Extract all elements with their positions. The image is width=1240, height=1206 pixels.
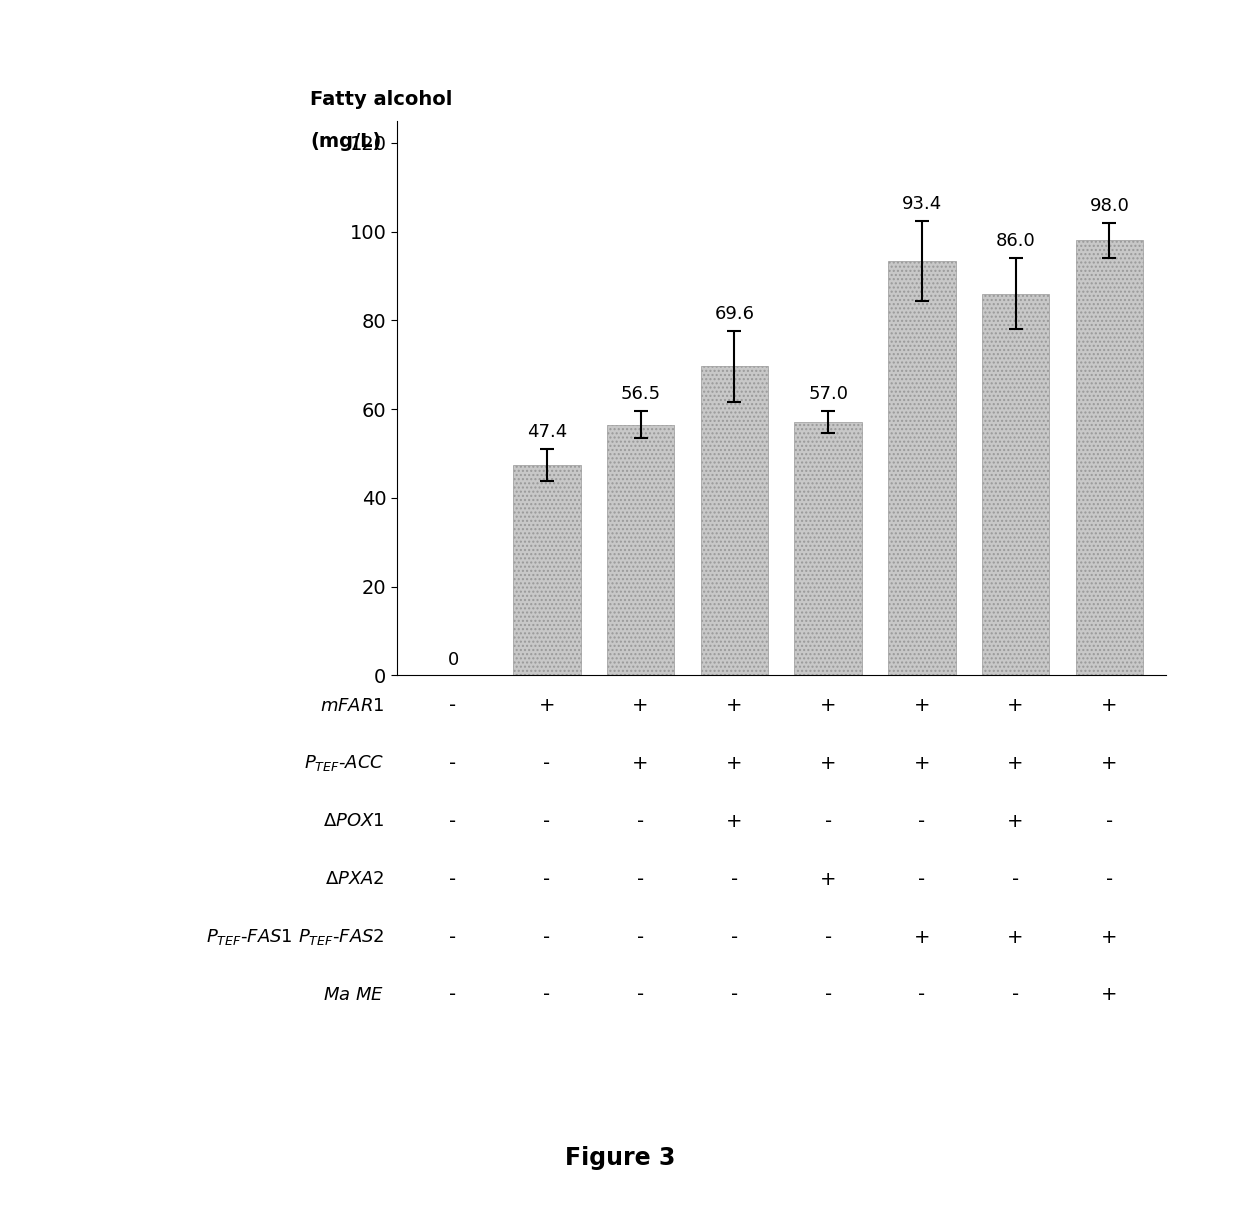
Bar bbox=[1075, 240, 1143, 675]
Text: 57.0: 57.0 bbox=[808, 385, 848, 403]
Text: Fatty alcohol: Fatty alcohol bbox=[310, 89, 453, 109]
Text: $\it{Ma}$ $\it{ME}$: $\it{Ma}$ $\it{ME}$ bbox=[324, 987, 384, 1003]
Text: -: - bbox=[449, 870, 456, 889]
Text: +: + bbox=[1101, 696, 1117, 715]
Text: +: + bbox=[538, 696, 556, 715]
Text: -: - bbox=[543, 927, 551, 947]
Text: 47.4: 47.4 bbox=[527, 423, 567, 441]
Text: -: - bbox=[1106, 812, 1114, 831]
Bar bbox=[795, 422, 862, 675]
Text: +: + bbox=[1101, 985, 1117, 1005]
Text: 56.5: 56.5 bbox=[620, 385, 661, 403]
Text: -: - bbox=[825, 812, 832, 831]
Text: -: - bbox=[543, 812, 551, 831]
Text: +: + bbox=[727, 754, 743, 773]
Text: +: + bbox=[820, 754, 836, 773]
Text: +: + bbox=[632, 696, 649, 715]
Text: -: - bbox=[449, 754, 456, 773]
Bar bbox=[606, 425, 675, 675]
Text: -: - bbox=[919, 870, 925, 889]
Text: -: - bbox=[637, 927, 644, 947]
Bar bbox=[888, 260, 956, 675]
Text: -: - bbox=[919, 812, 925, 831]
Bar bbox=[701, 367, 768, 675]
Text: +: + bbox=[1007, 696, 1024, 715]
Text: +: + bbox=[820, 696, 836, 715]
Text: -: - bbox=[637, 985, 644, 1005]
Text: Figure 3: Figure 3 bbox=[564, 1146, 676, 1170]
Text: -: - bbox=[919, 985, 925, 1005]
Text: -: - bbox=[543, 985, 551, 1005]
Text: -: - bbox=[637, 812, 644, 831]
Text: 86.0: 86.0 bbox=[996, 233, 1035, 250]
Text: 69.6: 69.6 bbox=[714, 305, 754, 323]
Text: $\Delta\it{PXA2}$: $\Delta\it{PXA2}$ bbox=[325, 871, 384, 888]
Text: +: + bbox=[914, 927, 930, 947]
Text: 93.4: 93.4 bbox=[901, 195, 942, 213]
Text: -: - bbox=[1012, 985, 1019, 1005]
Text: $P_{\it{TEF}}$-$\it{ACC}$: $P_{\it{TEF}}$-$\it{ACC}$ bbox=[304, 754, 384, 773]
Text: -: - bbox=[449, 696, 456, 715]
Bar bbox=[982, 294, 1049, 675]
Text: -: - bbox=[449, 812, 456, 831]
Text: +: + bbox=[1007, 812, 1024, 831]
Bar bbox=[513, 466, 580, 675]
Text: -: - bbox=[449, 927, 456, 947]
Text: +: + bbox=[727, 812, 743, 831]
Text: $P_{\it{TEF}}$-$\it{FAS1}$ $P_{\it{TEF}}$-$\it{FAS2}$: $P_{\it{TEF}}$-$\it{FAS1}$ $P_{\it{TEF}}… bbox=[206, 927, 384, 947]
Text: $\Delta\it{POX1}$: $\Delta\it{POX1}$ bbox=[322, 813, 384, 830]
Text: +: + bbox=[914, 754, 930, 773]
Text: -: - bbox=[730, 927, 738, 947]
Text: -: - bbox=[825, 985, 832, 1005]
Text: -: - bbox=[730, 870, 738, 889]
Text: -: - bbox=[1106, 870, 1114, 889]
Text: +: + bbox=[914, 696, 930, 715]
Text: +: + bbox=[1101, 927, 1117, 947]
Text: +: + bbox=[1007, 754, 1024, 773]
Text: -: - bbox=[730, 985, 738, 1005]
Text: +: + bbox=[1101, 754, 1117, 773]
Text: -: - bbox=[637, 870, 644, 889]
Text: +: + bbox=[1007, 927, 1024, 947]
Text: -: - bbox=[1012, 870, 1019, 889]
Text: +: + bbox=[727, 696, 743, 715]
Text: $\it{mFAR1}$: $\it{mFAR1}$ bbox=[320, 697, 384, 714]
Text: 98.0: 98.0 bbox=[1090, 197, 1130, 215]
Text: -: - bbox=[449, 985, 456, 1005]
Text: +: + bbox=[632, 754, 649, 773]
Text: 0: 0 bbox=[448, 651, 459, 668]
Text: -: - bbox=[825, 927, 832, 947]
Text: -: - bbox=[543, 754, 551, 773]
Text: +: + bbox=[820, 870, 836, 889]
Text: (mg/L): (mg/L) bbox=[310, 131, 382, 151]
Text: -: - bbox=[543, 870, 551, 889]
